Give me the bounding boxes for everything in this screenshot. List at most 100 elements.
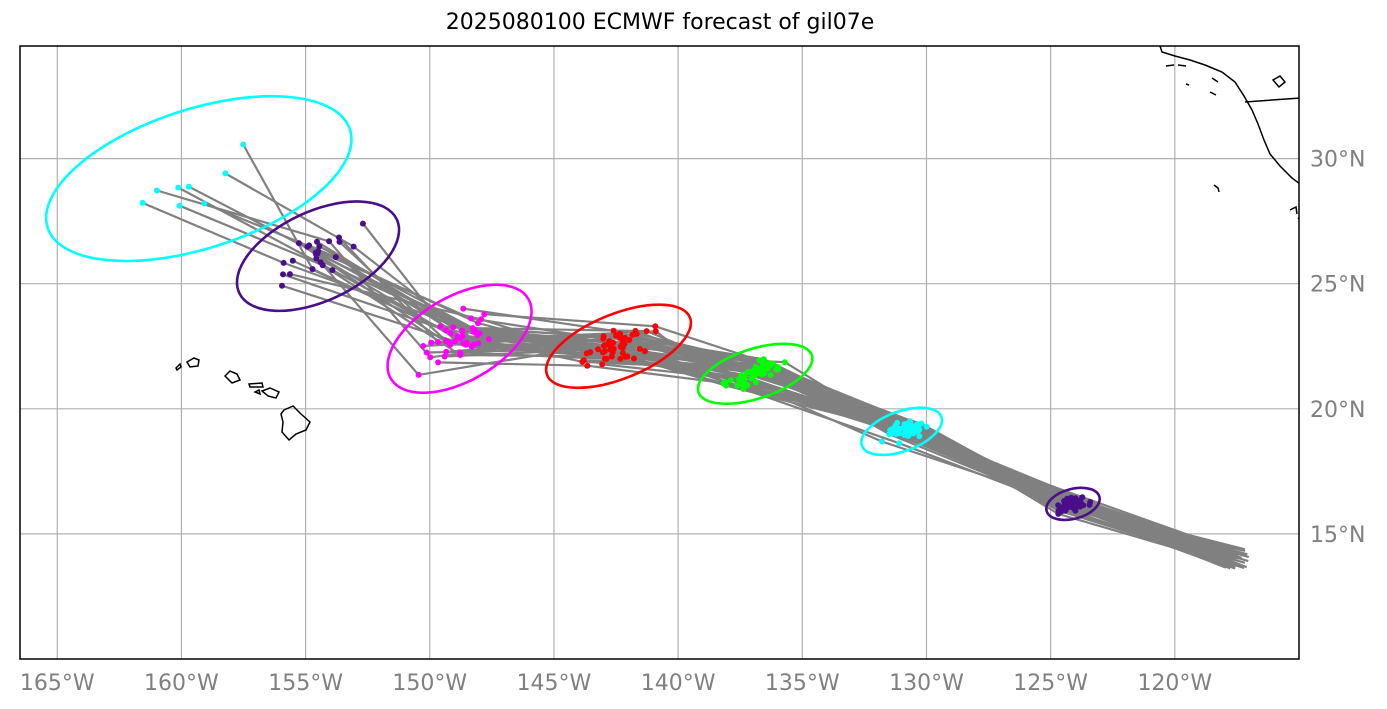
- member-position: [631, 355, 637, 362]
- member-position: [610, 339, 617, 346]
- member-position: [289, 257, 296, 264]
- member-position: [769, 360, 776, 367]
- member-position: [295, 240, 302, 247]
- member-position: [735, 376, 742, 383]
- member-position: [447, 341, 454, 348]
- member-position: [740, 386, 747, 392]
- member-position: [760, 370, 767, 377]
- member-position: [600, 333, 607, 340]
- ensemble-track: [177, 186, 1226, 562]
- member-position: [727, 377, 734, 384]
- member-position: [595, 346, 602, 353]
- member-position: [643, 328, 650, 335]
- lon-tick-label: 125°W: [1013, 671, 1088, 696]
- member-position: [1065, 496, 1072, 503]
- member-position: [734, 382, 741, 389]
- member-position: [617, 355, 624, 362]
- member-position: [452, 338, 458, 345]
- member-position: [460, 305, 467, 312]
- member-position: [139, 199, 146, 206]
- uncertainty-ellipse: [235, 200, 401, 313]
- member-position: [471, 326, 478, 333]
- member-position: [447, 330, 454, 337]
- member-position: [420, 343, 427, 349]
- lat-tick-label: 25°N: [1310, 273, 1365, 298]
- member-position: [240, 141, 247, 148]
- member-position: [636, 345, 643, 352]
- island-oahu: [223, 370, 242, 384]
- member-position: [610, 327, 617, 334]
- member-position: [441, 353, 448, 360]
- lon-tick-label: 160°W: [144, 671, 219, 696]
- member-position: [463, 341, 469, 348]
- member-position: [468, 315, 474, 322]
- member-position: [752, 363, 759, 370]
- island-kauai: [185, 357, 200, 368]
- uncertainty-ellipse: [544, 303, 693, 390]
- member-position: [923, 423, 930, 430]
- member-position: [428, 339, 435, 346]
- member-position: [601, 348, 608, 355]
- member-position: [459, 327, 466, 334]
- uncertainty-ellipse: [696, 342, 814, 406]
- member-position: [280, 271, 286, 278]
- member-position: [752, 379, 759, 386]
- member-position: [896, 440, 903, 447]
- member-position: [326, 238, 333, 245]
- member-position: [475, 320, 481, 327]
- member-position: [332, 254, 339, 261]
- lat-tick-label: 20°N: [1310, 398, 1365, 423]
- member-position: [279, 282, 285, 289]
- island-hawaii: [280, 405, 311, 442]
- forecast-points: [139, 141, 1094, 517]
- member-position: [427, 354, 434, 361]
- member-position: [760, 356, 767, 363]
- island-molokai: [247, 382, 264, 388]
- member-position: [423, 349, 430, 356]
- uncertainty-ellipse: [1045, 486, 1101, 522]
- member-position: [905, 432, 912, 439]
- coast-california: [1159, 46, 1299, 185]
- axis-labels: 165°W 160°W 155°W 150°W 145°W 140°W 135°W 130°W…: [20, 148, 1366, 696]
- uncertainty-ellipse: [44, 94, 353, 263]
- member-position: [314, 238, 320, 245]
- member-position: [1075, 497, 1082, 504]
- member-position: [350, 243, 357, 250]
- member-position: [601, 355, 608, 362]
- member-position: [723, 382, 730, 389]
- member-position: [309, 266, 316, 273]
- member-position: [437, 323, 444, 330]
- border-us-mexico: [1244, 97, 1299, 103]
- member-position: [629, 331, 636, 338]
- member-position: [442, 327, 449, 334]
- member-position: [626, 337, 633, 343]
- member-position: [176, 202, 183, 209]
- member-position: [600, 342, 607, 349]
- member-position: [894, 419, 901, 426]
- member-position: [1055, 502, 1062, 509]
- member-position: [457, 352, 464, 358]
- member-position: [767, 371, 774, 378]
- member-position: [620, 342, 627, 349]
- member-position: [415, 371, 422, 378]
- member-position: [781, 359, 788, 366]
- member-position: [175, 184, 182, 191]
- member-position: [468, 343, 475, 350]
- member-position: [652, 323, 659, 330]
- member-position: [764, 365, 771, 372]
- lon-tick-label: 165°W: [20, 671, 95, 696]
- lon-tick-label: 140°W: [641, 671, 716, 696]
- member-position: [887, 427, 894, 434]
- member-position: [336, 234, 342, 241]
- member-position: [185, 183, 192, 190]
- probability-ellipses: [44, 94, 1101, 522]
- member-position: [641, 348, 648, 355]
- member-position: [485, 336, 492, 343]
- member-position: [457, 335, 464, 342]
- member-position: [359, 220, 366, 227]
- member-position: [222, 170, 229, 177]
- member-position: [476, 330, 483, 337]
- member-position: [306, 242, 313, 249]
- member-position: [329, 267, 336, 274]
